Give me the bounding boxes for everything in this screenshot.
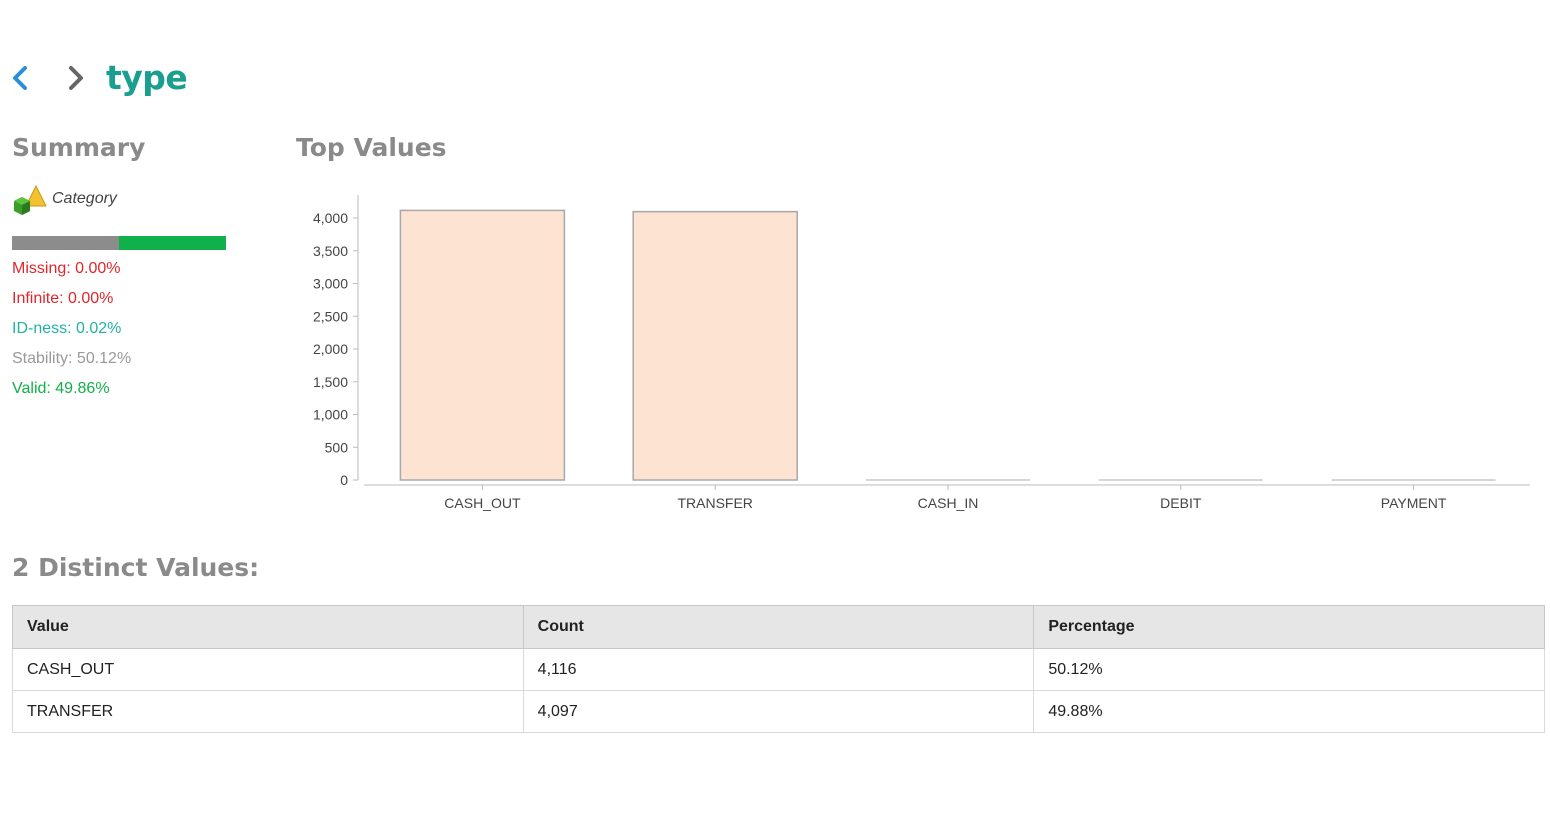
type-label: Category bbox=[52, 190, 117, 207]
y-tick-label: 3,500 bbox=[313, 243, 348, 259]
cell-value: TRANSFER bbox=[12, 690, 524, 733]
y-tick-label: 3,000 bbox=[313, 276, 348, 292]
forward-button[interactable] bbox=[66, 60, 100, 96]
type-indicator: Category bbox=[12, 184, 122, 218]
top-values-chart: 0 500 1,000 1,500 2,000 2,500 3,000 3,500 4,000 C… bbox=[313, 195, 1530, 511]
table-header-row: Value Count Percentage bbox=[12, 605, 1545, 649]
idness-stat: ID-ness: 0.02% bbox=[12, 320, 122, 337]
x-tick-label: CASH_OUT bbox=[444, 495, 521, 511]
chevron-right-icon bbox=[69, 66, 83, 90]
y-tick-label: 2,500 bbox=[313, 308, 348, 324]
stability-stat: Stability: 50.12% bbox=[12, 350, 132, 367]
cell-percentage: 50.12% bbox=[1033, 648, 1545, 691]
top-values-heading: Top Values bbox=[296, 133, 447, 162]
page-title: type bbox=[106, 58, 188, 97]
quality-bar-missing-segment bbox=[12, 236, 119, 250]
cell-count: 4,116 bbox=[522, 648, 1035, 691]
cell-percentage: 49.88% bbox=[1033, 690, 1545, 733]
column-header-count[interactable]: Count bbox=[522, 605, 1035, 649]
cell-count: 4,097 bbox=[522, 690, 1035, 733]
bar bbox=[632, 210, 798, 481]
summary-heading: Summary bbox=[12, 133, 146, 162]
table-row: TRANSFER 4,097 49.88% bbox=[12, 690, 1545, 733]
navigation-bar: type bbox=[10, 58, 188, 98]
distinct-values-table: Value Count Percentage CASH_OUT 4,116 50… bbox=[12, 605, 1545, 733]
y-tick-label: 500 bbox=[325, 439, 349, 455]
y-tick-label: 4,000 bbox=[313, 210, 348, 226]
x-tick-label: TRANSFER bbox=[677, 495, 752, 511]
missing-stat: Missing: 0.00% bbox=[12, 260, 121, 277]
category-shapes-icon bbox=[14, 184, 47, 215]
infinite-stat: Infinite: 0.00% bbox=[12, 290, 114, 307]
distinct-values-table-container: Value Count Percentage CASH_OUT 4,116 50… bbox=[12, 605, 1545, 733]
back-button[interactable] bbox=[10, 60, 44, 96]
y-tick-label: 1,500 bbox=[313, 374, 348, 390]
valid-stat: Valid: 49.86% bbox=[12, 380, 110, 397]
quality-bar-valid-segment bbox=[119, 236, 226, 250]
column-header-value[interactable]: Value bbox=[12, 605, 524, 649]
distinct-values-heading: 2 Distinct Values: bbox=[12, 553, 260, 582]
table-row: CASH_OUT 4,116 50.12% bbox=[12, 648, 1545, 691]
y-tick-label: 2,000 bbox=[313, 341, 348, 357]
bar bbox=[399, 209, 566, 481]
cell-value: CASH_OUT bbox=[12, 648, 524, 691]
y-tick-label: 1,000 bbox=[313, 407, 348, 423]
x-tick-label: PAYMENT bbox=[1381, 495, 1447, 511]
x-tick-label: CASH_IN bbox=[918, 495, 979, 511]
quality-bar bbox=[12, 236, 226, 250]
y-tick-label: 0 bbox=[340, 472, 348, 488]
x-tick-label: DEBIT bbox=[1160, 495, 1202, 511]
column-header-percentage[interactable]: Percentage bbox=[1033, 605, 1545, 649]
chevron-left-icon bbox=[13, 66, 27, 90]
